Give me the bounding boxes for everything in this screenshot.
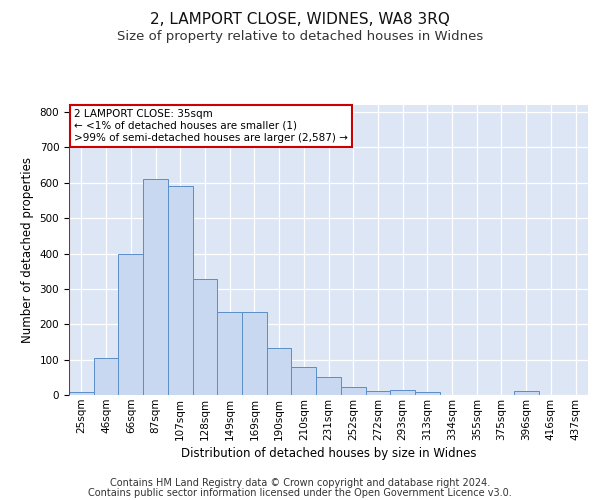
Bar — [168, 186, 193, 395]
Bar — [217, 312, 242, 395]
Bar — [390, 390, 415, 395]
Text: Size of property relative to detached houses in Widnes: Size of property relative to detached ho… — [117, 30, 483, 43]
Bar — [365, 391, 390, 395]
Bar — [316, 376, 341, 395]
Bar — [94, 358, 118, 395]
Bar — [143, 178, 168, 395]
Bar — [341, 387, 365, 395]
Bar — [118, 254, 143, 395]
X-axis label: Distribution of detached houses by size in Widnes: Distribution of detached houses by size … — [181, 447, 476, 460]
Text: Contains HM Land Registry data © Crown copyright and database right 2024.: Contains HM Land Registry data © Crown c… — [110, 478, 490, 488]
Text: 2, LAMPORT CLOSE, WIDNES, WA8 3RQ: 2, LAMPORT CLOSE, WIDNES, WA8 3RQ — [150, 12, 450, 28]
Bar — [193, 279, 217, 395]
Y-axis label: Number of detached properties: Number of detached properties — [21, 157, 34, 343]
Bar — [242, 312, 267, 395]
Bar — [292, 368, 316, 395]
Text: Contains public sector information licensed under the Open Government Licence v3: Contains public sector information licen… — [88, 488, 512, 498]
Bar — [69, 392, 94, 395]
Bar — [514, 392, 539, 395]
Bar — [415, 392, 440, 395]
Text: 2 LAMPORT CLOSE: 35sqm
← <1% of detached houses are smaller (1)
>99% of semi-det: 2 LAMPORT CLOSE: 35sqm ← <1% of detached… — [74, 110, 348, 142]
Bar — [267, 348, 292, 395]
